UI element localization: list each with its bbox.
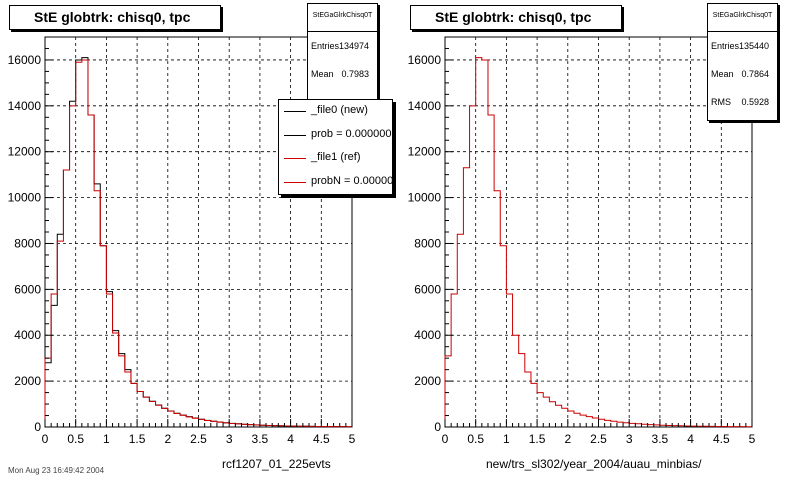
right-y-tick-label-0: 0 [434,420,441,434]
right-stats-box: StEGaGlrkChisq0T Entries 135440 Mean 0.7… [707,3,778,121]
right-x-tick-label-0: 0 [442,432,449,446]
right-y-tick-label-1: 2000 [414,374,441,388]
right-y-tick-label-6: 12000 [408,145,442,159]
left-x-tick-label-1: 0.5 [67,432,84,446]
right-y-tick-label-5: 10000 [408,191,442,205]
left-y-tick-label-3: 6000 [14,282,41,296]
left-x-tick-label-10: 5 [349,432,356,446]
footer-timestamp: Mon Aug 23 16:49:42 2004 [8,466,105,475]
legend-entry-file1-ref: _file1 (ref) [279,147,392,171]
left-stats-row-entries: Entries 134974 [311,41,369,51]
right-stats-title: StEGaGlrkChisq0T [708,4,777,32]
left-y-tick-label-6: 12000 [8,145,42,159]
left-x-tick-label-3: 1.5 [129,432,146,446]
legend-entry-prob: prob = 0.000000 [279,124,392,148]
left-y-tick-label-4: 8000 [14,236,41,250]
right-y-tick-label-3: 6000 [414,282,441,296]
right-stats-row-mean: Mean 0.7864 [711,69,769,79]
left-x-axis-label: rcf1207_01_225evts [222,457,331,471]
right-x-tick-label-2: 1 [503,432,510,446]
right-plot-title: StE globtrk: chisq0, tpc [410,5,622,30]
left-x-tick-label-6: 3 [226,432,233,446]
right-x-tick-label-6: 3 [626,432,633,446]
left-y-tick-label-8: 16000 [8,53,42,67]
right-stats-row-entries: Entries 135440 [711,41,769,51]
left-plot-title: StE globtrk: chisq0, tpc [9,5,221,30]
right-x-tick-label-10: 5 [749,432,756,446]
left-plot-title-text: StE globtrk: chisq0, tpc [34,9,191,25]
legend-swatch-red [284,181,306,183]
legend-entry-file0-new: _file0 (new) [279,100,392,124]
right-y-tick-label-8: 16000 [408,53,442,67]
legend-swatch-black [284,111,306,112]
right-y-tick-label-7: 14000 [408,99,442,113]
right-x-tick-label-3: 1.5 [529,432,546,446]
right-x-tick-label-4: 2 [564,432,571,446]
right-x-axis-label: new/trs_sl302/year_2004/auau_minbias/ [486,457,702,471]
left-y-tick-label-0: 0 [34,420,41,434]
left-x-tick-label-0: 0 [42,432,49,446]
legend-swatch-black [284,134,306,136]
left-x-tick-label-8: 4 [287,432,294,446]
legend-swatch-red [284,158,306,159]
left-stats-row-mean: Mean 0.7983 [311,69,369,79]
left-y-tick-label-7: 14000 [8,99,42,113]
right-y-tick-label-2: 4000 [414,328,441,342]
right-x-tick-label-9: 4.5 [713,432,730,446]
left-stats-title: StEGaGlrkChisq0T [308,4,377,32]
left-x-tick-label-4: 2 [164,432,171,446]
left-x-tick-label-2: 1 [103,432,110,446]
left-x-tick-label-9: 4.5 [313,432,330,446]
right-stats-row-rms: RMS 0.5928 [711,97,769,107]
right-x-tick-label-7: 3.5 [652,432,669,446]
left-x-tick-label-5: 2.5 [190,432,207,446]
left-y-tick-label-2: 4000 [14,328,41,342]
right-x-tick-label-5: 2.5 [590,432,607,446]
right-y-tick-label-4: 8000 [414,236,441,250]
left-y-tick-label-5: 10000 [8,191,42,205]
right-x-tick-label-8: 4 [687,432,694,446]
left-x-tick-label-7: 3.5 [252,432,269,446]
right-plot-title-text: StE globtrk: chisq0, tpc [435,9,592,25]
left-y-tick-label-1: 2000 [14,374,41,388]
left-legend: _file0 (new) prob = 0.000000 _file1 (ref… [278,99,393,195]
legend-entry-probn: probN = 0.000000 [279,171,392,195]
right-x-tick-label-1: 0.5 [467,432,484,446]
